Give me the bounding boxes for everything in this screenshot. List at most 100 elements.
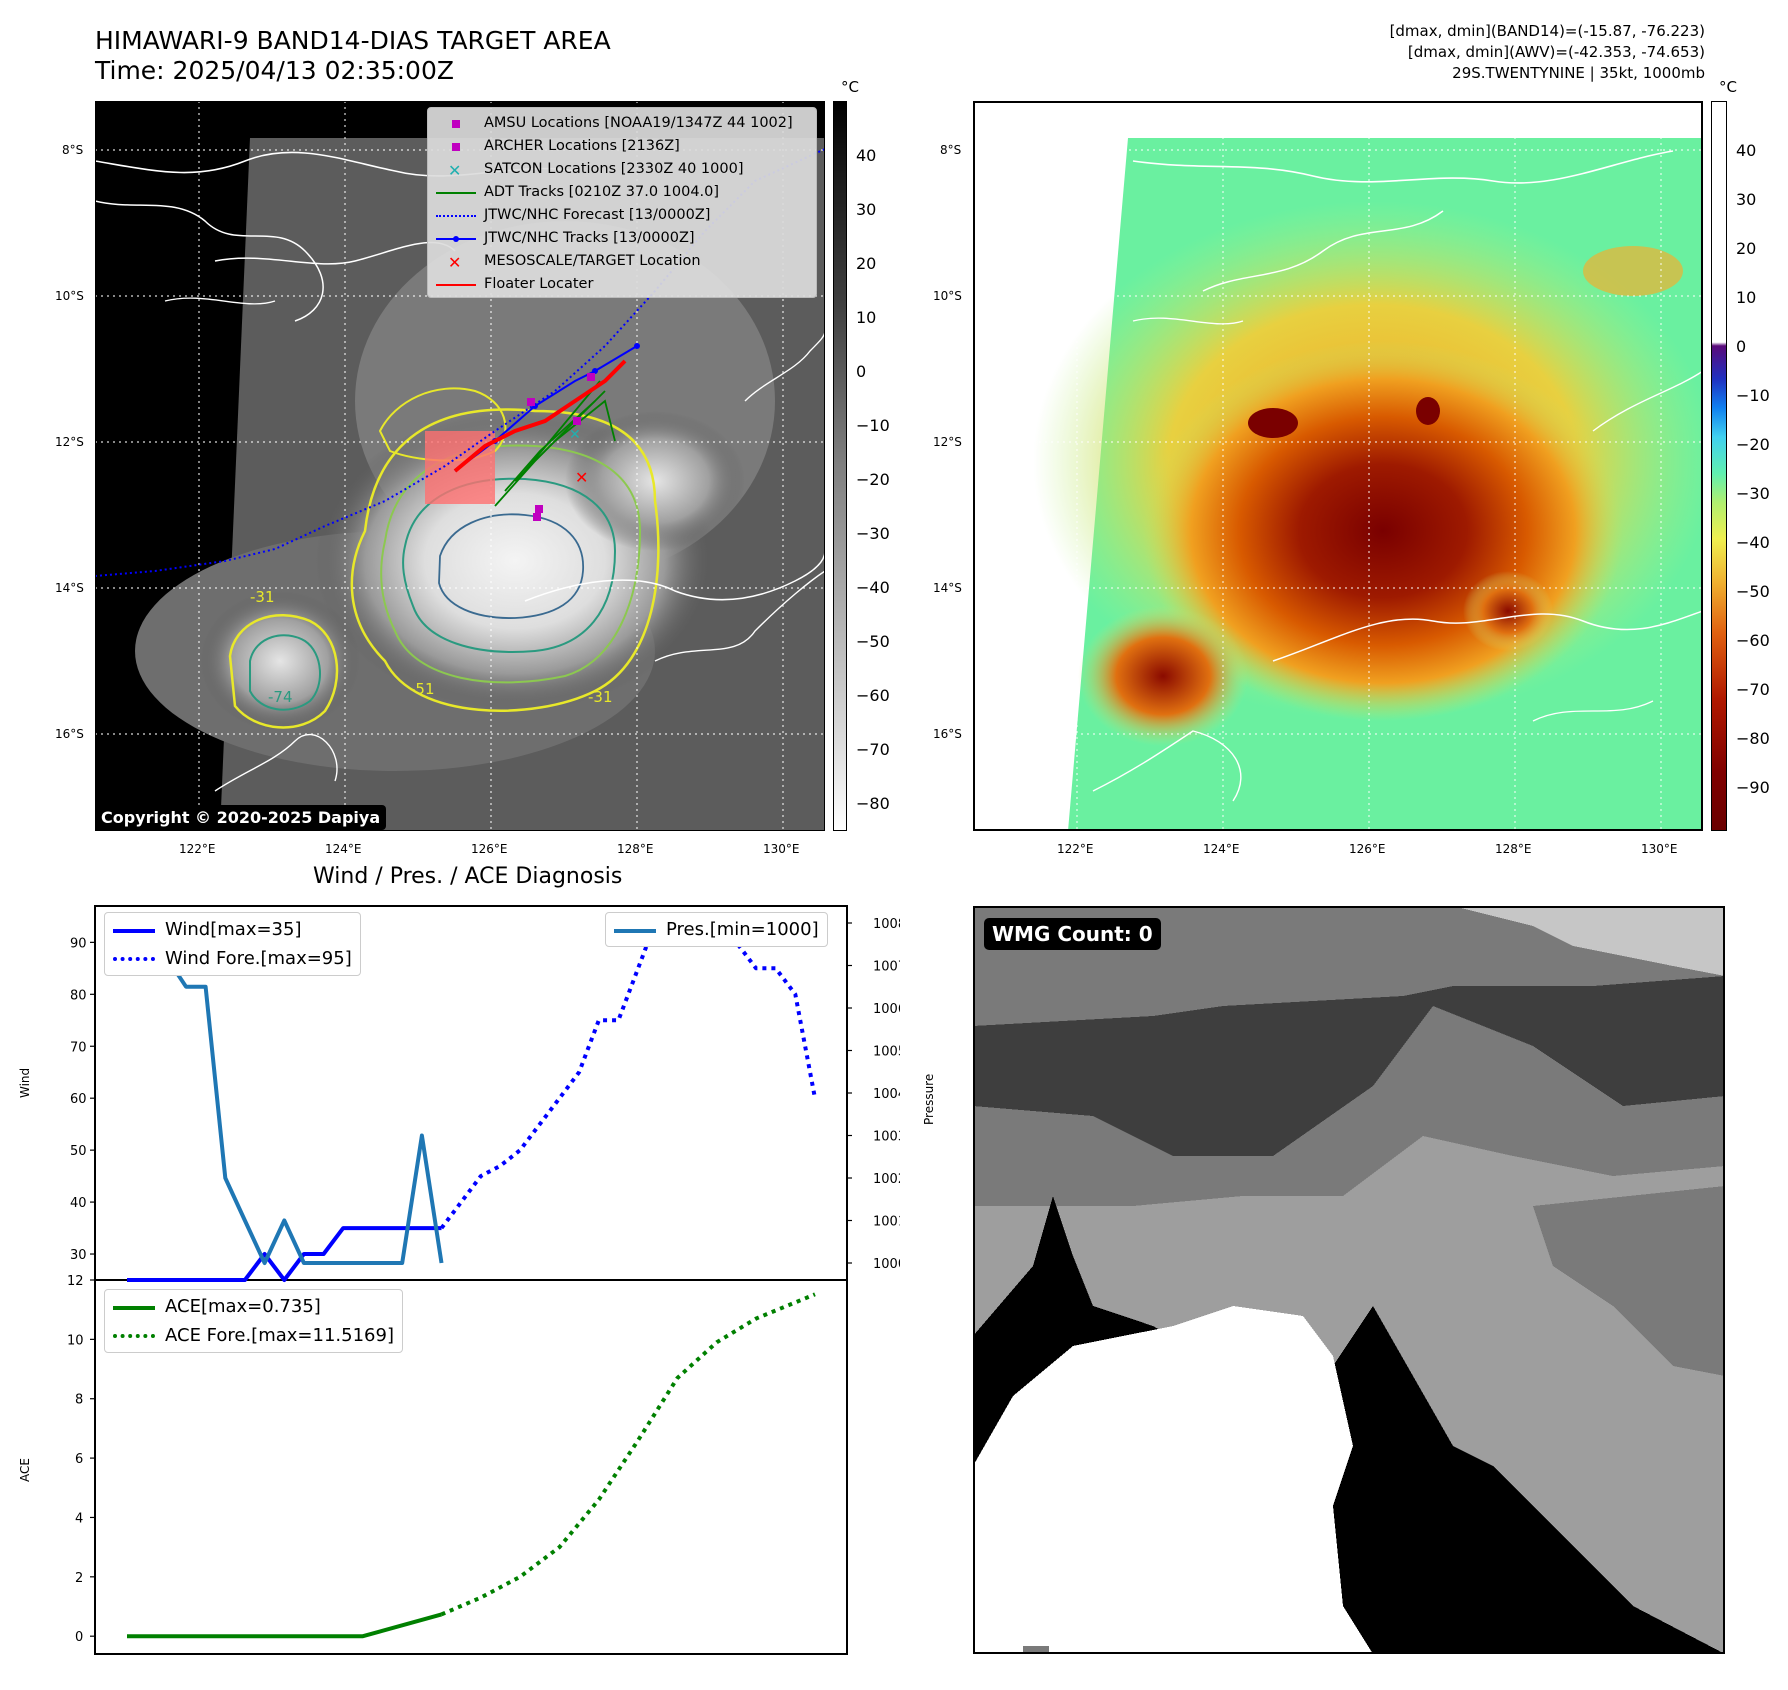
legend-label: Pres.[min=1000]	[666, 919, 819, 940]
colorbar-tick: 20	[856, 254, 877, 273]
colorbar-tick: −80	[1736, 729, 1770, 748]
wind-legend: Wind[max=35] Wind Fore.[max=95]	[104, 912, 361, 976]
lat-label: 12°S	[55, 435, 84, 449]
legend-archer: ARCHER Locations [2136Z]	[436, 135, 808, 158]
lat-label: 8°S	[940, 143, 962, 157]
lat-label: 14°S	[933, 581, 962, 595]
legend-tracks: JTWC/NHC Tracks [13/0000Z]	[436, 227, 808, 250]
lon-label: 130°E	[1641, 842, 1678, 856]
main-title: HIMAWARI-9 BAND14-DIAS TARGET AREA	[95, 26, 611, 55]
lon-label: 130°E	[763, 842, 800, 856]
lon-label: 128°E	[1495, 842, 1532, 856]
band14-colorbar	[833, 101, 847, 831]
colorbar-tick: −20	[856, 470, 890, 489]
lon-label: 122°E	[1057, 842, 1094, 856]
lon-label: 122°E	[179, 842, 216, 856]
colorbar-tick: −90	[1736, 778, 1770, 797]
lat-label: 8°S	[62, 143, 84, 157]
legend-amsu: AMSU Locations [NOAA19/1347Z 44 1002]	[436, 112, 808, 135]
colorbar-unit: °C	[1719, 78, 1737, 96]
map-legend: AMSU Locations [NOAA19/1347Z 44 1002] AR…	[427, 107, 817, 298]
wind-tick-label: 90	[70, 936, 87, 951]
colorbar-tick: −70	[1736, 680, 1770, 699]
legend-target: ✕ MESOSCALE/TARGET Location	[436, 250, 808, 273]
ace-tick-label: 12	[67, 1274, 84, 1289]
legend-label: ADT Tracks [0210Z 37.0 1004.0]	[484, 184, 720, 200]
ace-tick-label: 8	[75, 1393, 83, 1408]
ace-tick-label: 6	[75, 1452, 83, 1467]
legend-pressure: Pres.[min=1000]	[614, 915, 819, 944]
dot-marker-icon	[453, 235, 459, 242]
colorbar-tick: 10	[856, 308, 877, 327]
awv-map-frame	[973, 101, 1703, 831]
colorbar-tick: −50	[1736, 582, 1770, 601]
contour-label: -31	[588, 688, 613, 706]
colorbar-tick: −60	[856, 686, 890, 705]
pressure-legend: Pres.[min=1000]	[605, 912, 828, 947]
colorbar-tick: −60	[1736, 631, 1770, 650]
colorbar-tick: 0	[1736, 337, 1747, 356]
contour-label: -31	[250, 588, 275, 606]
wind-series-line-0	[127, 1226, 442, 1282]
colorbar-tick: 30	[856, 200, 877, 219]
colorbar-tick: 20	[1736, 239, 1757, 258]
ace-tick-label: 0	[75, 1630, 83, 1645]
ace-plot-frame	[94, 1279, 848, 1655]
line-icon	[614, 928, 656, 933]
storm-info: 29S.TWENTYNINE | 35kt, 1000mb	[1452, 64, 1705, 82]
legend-label: AMSU Locations [NOAA19/1347Z 44 1002]	[484, 115, 793, 131]
pressure-axis-label: Pressure	[922, 1073, 936, 1125]
contour-label: -74	[268, 688, 293, 706]
colorbar-tick: 30	[1736, 190, 1757, 209]
svg-text:✕: ✕	[575, 468, 588, 487]
legend-label: ARCHER Locations [2136Z]	[484, 138, 680, 154]
ace-layer: 0 2 4 6 8 10 12	[67, 1274, 816, 1645]
legend-satcon: ✕ SATCON Locations [2330Z 40 1000]	[436, 158, 808, 181]
legend-label: MESOSCALE/TARGET Location	[484, 253, 701, 269]
colorbar-unit: °C	[841, 78, 859, 96]
ace-tick-label: 4	[75, 1511, 83, 1526]
legend-label: Floater Locater	[484, 276, 594, 292]
wind-tick-label: 60	[70, 1092, 87, 1107]
colorbar-tick: −20	[1736, 435, 1770, 454]
x-marker-icon: ✕	[448, 160, 462, 180]
pressure-tick-label: 1003	[873, 1130, 900, 1145]
lat-label: 14°S	[55, 581, 84, 595]
wmg-panel	[973, 906, 1725, 1654]
svg-text:✕: ✕	[569, 427, 581, 443]
colorbar-tick: −30	[1736, 484, 1770, 503]
legend-wind-forecast: Wind Fore.[max=95]	[113, 944, 352, 973]
lat-label: 10°S	[933, 289, 962, 303]
wmg-image	[973, 906, 1725, 1654]
band14-map-svg: ✕ ✕	[95, 101, 825, 831]
line-icon	[436, 191, 476, 194]
lat-label: 16°S	[55, 727, 84, 741]
colorbar-tick: −50	[856, 632, 890, 651]
awv-range: [dmax, dmin](AWV)=(-42.353, -74.653)	[1407, 43, 1705, 61]
pressure-tick-label: 1002	[873, 1172, 900, 1187]
pressure-tick-label: 1007	[873, 960, 900, 975]
line-icon	[113, 1305, 155, 1310]
square-marker-icon	[452, 142, 460, 151]
legend-adt: ADT Tracks [0210Z 37.0 1004.0]	[436, 181, 808, 204]
legend-label: Wind[max=35]	[165, 919, 302, 940]
legend-wind: Wind[max=35]	[113, 915, 352, 944]
pressure-tick-label: 1004	[873, 1087, 900, 1102]
line-icon	[113, 928, 155, 933]
colorbar-tick: −40	[1736, 533, 1770, 552]
legend-label: JTWC/NHC Forecast [13/0000Z]	[484, 207, 711, 223]
contour-label: -51	[410, 680, 435, 698]
wmg-frame	[973, 906, 1725, 1654]
legend-label: SATCON Locations [2330Z 40 1000]	[484, 161, 744, 177]
lon-label: 124°E	[1203, 842, 1240, 856]
colorbar-tick: 10	[1736, 288, 1757, 307]
lat-label: 10°S	[55, 289, 84, 303]
legend-ace-forecast: ACE Fore.[max=11.5169]	[113, 1321, 394, 1350]
legend-floater: Floater Locater	[436, 273, 808, 296]
diagnosis-title: Wind / Pres. / ACE Diagnosis	[313, 864, 623, 889]
ace-series-line-0	[127, 1612, 443, 1639]
legend-label: JTWC/NHC Tracks [13/0000Z]	[484, 230, 695, 246]
timestamp: Time: 2025/04/13 02:35:00Z	[95, 56, 454, 85]
